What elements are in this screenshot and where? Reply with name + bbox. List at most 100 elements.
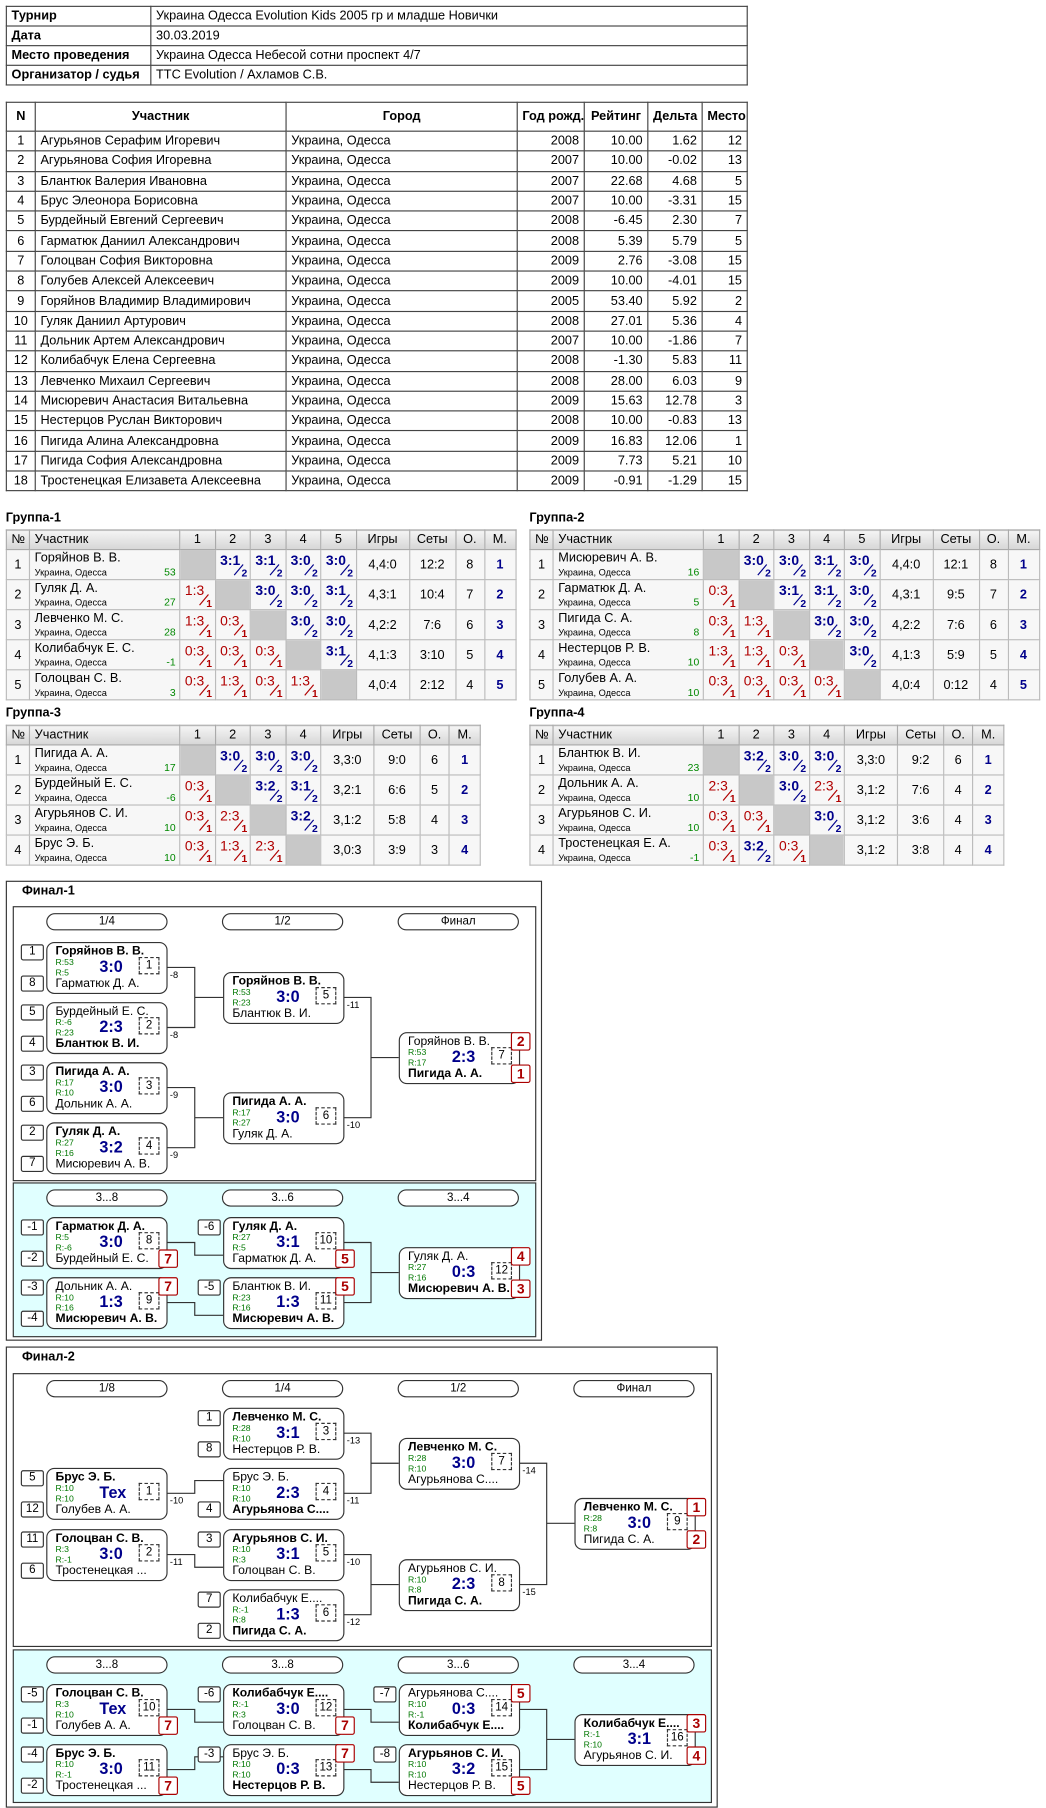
points: 4 <box>454 669 485 701</box>
player-name: Гуляк Д. А. <box>55 1124 121 1139</box>
score-points: 2 <box>312 597 318 610</box>
match-score: 3:0 <box>276 1699 300 1718</box>
place: 5 <box>1007 669 1040 701</box>
column-header: 1 <box>702 724 740 746</box>
player-rating: R:5 <box>232 1242 246 1253</box>
player-name: Тростенецкая ... <box>55 1563 147 1578</box>
row-number: 5 <box>529 669 554 701</box>
place: 2 <box>1007 579 1040 611</box>
match-score: Тех <box>99 1482 127 1502</box>
connector-line <box>166 1087 224 1149</box>
player-rating: R:10 <box>232 1433 251 1444</box>
score-points: 1 <box>765 657 771 670</box>
score-cell: 0:3 1 <box>179 834 216 866</box>
score-points: 2 <box>312 822 318 835</box>
seed: 1 <box>20 944 44 961</box>
row-number: 1 <box>529 744 554 776</box>
participant-name: Блантюк В. И. <box>558 746 641 761</box>
match-number: 7 <box>491 1047 513 1065</box>
sets: 6:6 <box>373 774 421 806</box>
score-points: 2 <box>312 792 318 805</box>
player-name: Тростенецкая ... <box>55 1778 147 1793</box>
score-value: 0:3 <box>184 837 205 855</box>
match-score: 2:3 <box>451 1574 476 1593</box>
cell: -4.01 <box>647 270 703 292</box>
loss-note: -8 <box>169 969 179 981</box>
participant-name: Колибабчук Е. С. <box>34 641 135 656</box>
cell: Пигида Алина Александровна <box>34 430 287 452</box>
participant: Мисюревич А. В. Украина, Одесса 16 <box>554 551 702 579</box>
info-label: Организатор / судья <box>5 64 152 86</box>
participant-cell: Голоцван С. В. Украина, Одесса 3 <box>28 669 181 701</box>
match-score: 3:0 <box>99 1759 123 1778</box>
column-header: № <box>529 724 554 746</box>
score-value: 3:2 <box>290 807 311 825</box>
score: 2:3 1 <box>704 776 737 804</box>
group-row: 3 Левченко М. С. Украина, Одесса 28 1:3 1 0:3 1… <box>5 609 517 641</box>
score: 3:1 2 <box>251 551 284 578</box>
score-points: 1 <box>206 597 213 610</box>
games: 3,3:0 <box>843 744 899 776</box>
score-points: 1 <box>765 687 771 700</box>
score-value: 0:3 <box>779 837 799 855</box>
score-points: 2 <box>276 792 283 805</box>
score-cell: 1:3 1 <box>179 579 216 611</box>
row-number: 2 <box>529 579 554 611</box>
score: 3:0 2 <box>845 641 878 669</box>
player-name: Горяйнов В. В. <box>232 974 322 989</box>
player-name: Дольник А. А. <box>55 1096 133 1111</box>
column-header: Участник <box>34 101 287 132</box>
participant-name: Гарматюк Д. А. <box>558 581 647 596</box>
participant-rating: 10 <box>164 821 176 834</box>
player-rating: R:10 <box>407 1699 427 1710</box>
score-value: 0:3 <box>255 642 275 659</box>
group-table: № Участник 1 2 3 4 Игры Сеты О. М. 1 Блантюк В. И. У… <box>529 724 1005 866</box>
score: 0:3 1 <box>704 671 737 699</box>
score: 0:3 1 <box>810 671 843 699</box>
cell: 2007 <box>516 150 585 172</box>
cell: Украина, Одесса <box>285 470 518 492</box>
points: 8 <box>978 549 1009 581</box>
participant-name: Пигида А. А. <box>34 746 109 761</box>
participant-rating: 10 <box>687 821 700 834</box>
round-header: Финал <box>573 1380 695 1398</box>
column-header: Сеты <box>896 724 945 746</box>
score-value: 1:3 <box>184 582 205 599</box>
column-header: 2 <box>214 724 251 746</box>
score-points: 2 <box>241 762 248 775</box>
diagonal-cell <box>843 669 881 701</box>
column-header: Рейтинг <box>583 101 649 132</box>
diagonal-cell <box>320 669 357 701</box>
score-cell: 3:0 2 <box>249 579 287 611</box>
cell: 5.92 <box>647 290 703 312</box>
player-rating: R:23 <box>55 1027 74 1038</box>
match-score: 3:1 <box>627 1729 651 1748</box>
place: 7 <box>158 1277 178 1296</box>
score-value: 0:3 <box>779 642 799 659</box>
seed: -6 <box>197 1219 221 1236</box>
participant-name: Дольник А. А. <box>558 776 639 791</box>
score: 3:0 2 <box>322 551 355 578</box>
player-rating: R:10 <box>407 1759 427 1770</box>
score-value: 3:0 <box>255 747 276 764</box>
player-name: Левченко М. С. <box>583 1500 673 1515</box>
participant-cell: Агурьянов С. И. Украина, Одесса 10 <box>552 804 704 836</box>
group-table: № Участник 1 2 3 4 Игры Сеты О. М. 1 Пигида А. А. Ук… <box>5 724 481 866</box>
row-number: 4 <box>529 834 554 866</box>
player-name: Горяйнов В. В. <box>55 944 145 959</box>
games: 4,0:4 <box>355 669 410 701</box>
player-rating: R:27 <box>407 1262 427 1273</box>
score: 3:0 2 <box>216 746 249 775</box>
place: 1 <box>510 1064 531 1083</box>
participant-rating: 3 <box>169 686 176 699</box>
score-value: 0:3 <box>184 642 205 659</box>
participants-table: N Участник Город Год рожд. Рейтинг Дельта Мест… <box>5 101 748 492</box>
place: 7 <box>335 1716 355 1735</box>
column-header: № <box>5 529 31 551</box>
player-name: Гарматюк Д. А. <box>55 976 140 991</box>
group-row: 5 Голубев А. А. Украина, Одесса 10 0:3 1 0:3 1 0… <box>529 669 1040 701</box>
group-row: 3 Агурьянов С. И. Украина, Одесса 10 0:3 1 0:3… <box>529 804 1005 836</box>
column-header: О. <box>419 724 450 746</box>
seed: 5 <box>20 1470 44 1487</box>
seed: 1 <box>197 1410 221 1427</box>
